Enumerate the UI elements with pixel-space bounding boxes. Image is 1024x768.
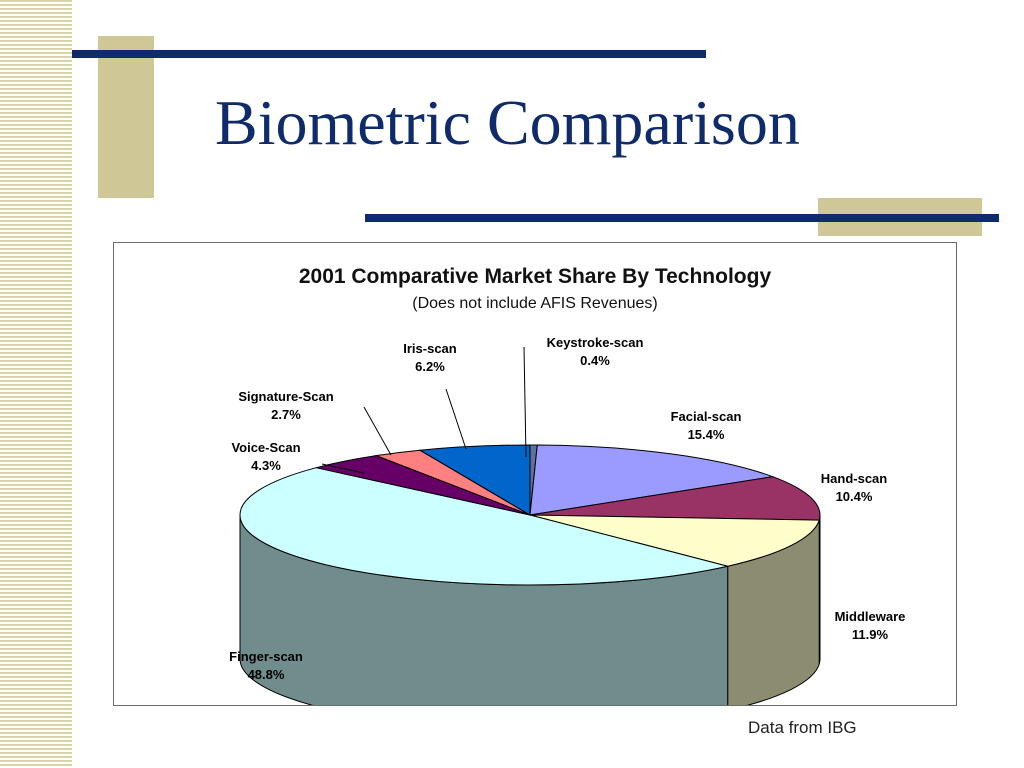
chart-subtitle: (Does not include AFIS Revenues)	[412, 295, 657, 312]
pie-labels: Keystroke-scan 0.4% Facial-scan 15.4% Hand-s…	[229, 335, 905, 682]
label-hand-scan: Hand-scan	[821, 471, 888, 486]
chart-title: 2001 Comparative Market Share By Technol…	[299, 265, 772, 288]
pie-tops	[239, 444, 821, 586]
slide-title: Biometric Comparison	[215, 87, 800, 158]
decorative-stripe-bar	[0, 0, 72, 768]
label-facial-scan: Facial-scan	[671, 409, 742, 424]
label-iris-scan: Iris-scan	[403, 341, 457, 356]
pie-chart: 2001 Comparative Market Share By Technol…	[229, 265, 905, 730]
decorative-line-bottom	[365, 214, 999, 222]
pie-slice-finger-scan	[239, 467, 728, 586]
leader-signature-scan	[363, 406, 392, 456]
label-signature-scan: Signature-Scan	[238, 389, 333, 404]
label-voice-scan: Voice-Scan	[231, 440, 300, 455]
label-finger-scan: Finger-scan	[229, 649, 303, 664]
leader-keystroke-scan	[523, 346, 527, 458]
decorative-line-top	[72, 50, 706, 58]
leader-voice-scan	[321, 463, 365, 474]
pie-slice-iris-scan	[418, 444, 531, 516]
value-middleware: 11.9%	[852, 627, 889, 642]
leader-iris-scan	[445, 388, 467, 450]
chart-frame: 2001 Comparative Market Share By Technol…	[113, 242, 957, 730]
value-voice-scan: 4.3%	[251, 458, 281, 473]
value-hand-scan: 10.4%	[836, 489, 873, 504]
value-signature-scan: 2.7%	[271, 407, 301, 422]
value-facial-scan: 15.4%	[688, 427, 725, 442]
source-note: Data from IBG	[748, 718, 857, 737]
pie-slice-middleware	[529, 514, 820, 567]
value-iris-scan: 6.2%	[415, 359, 445, 374]
label-keystroke-scan: Keystroke-scan	[547, 335, 644, 350]
value-finger-scan: 48.8%	[248, 667, 285, 682]
value-keystroke-scan: 0.4%	[580, 353, 610, 368]
pie-slice-facial-scan	[529, 444, 775, 516]
decorative-block-top	[98, 36, 154, 198]
label-middleware: Middleware	[835, 609, 906, 624]
pie-slice-hand-scan	[529, 476, 821, 521]
